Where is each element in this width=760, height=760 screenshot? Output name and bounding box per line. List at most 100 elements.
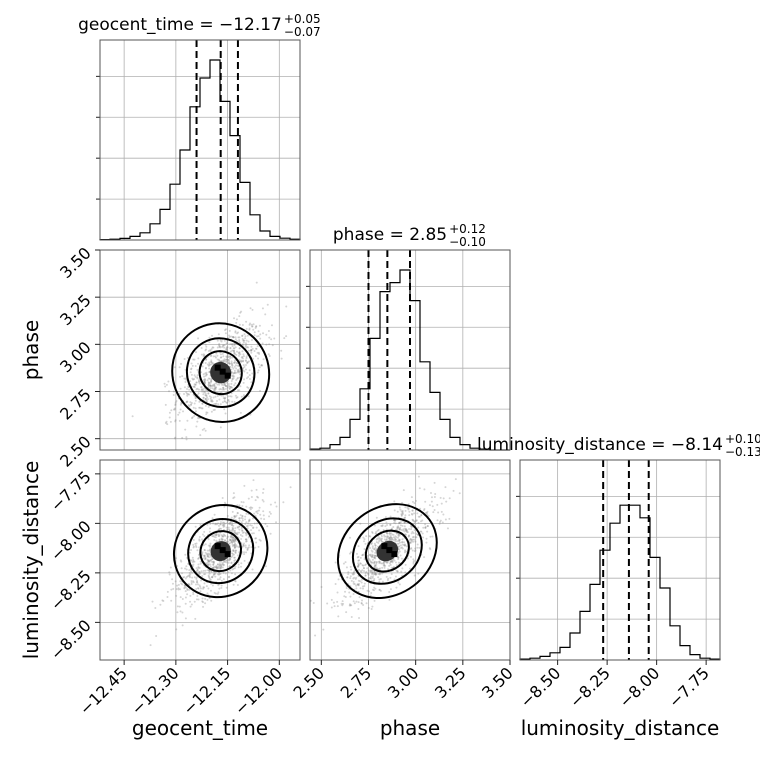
sample-point [208,548,211,551]
sample-point [374,557,377,560]
sample-point [237,554,240,557]
sample-point [199,590,202,593]
sample-point [228,565,231,568]
sample-point [255,488,258,491]
sample-point [245,377,248,380]
sample-point [398,539,401,542]
sample-point [411,509,414,512]
sample-point [411,536,414,539]
sample-point [164,385,167,388]
sample-point [244,345,247,348]
sample-point [211,385,214,388]
sample-point [207,559,210,562]
density-contour-2 [351,517,423,585]
sample-point [189,594,192,597]
sample-point [377,528,380,531]
sample-point [385,561,388,564]
sample-point [399,508,402,511]
sample-point [418,546,421,549]
sample-point [355,584,358,587]
sample-point [258,324,261,327]
sample-point [210,347,213,350]
sample-point [262,488,265,491]
sample-point [210,354,213,357]
sample-point [403,543,406,546]
sample-point [242,501,245,504]
sample-point [259,539,262,542]
sample-point [334,561,337,564]
sample-point [227,383,230,386]
sample-point [164,421,167,424]
sample-point [320,586,323,589]
sample-point [404,516,407,519]
sample-point [229,347,232,350]
sample-point [238,352,241,355]
sample-point [414,549,417,552]
sample-point [251,325,254,328]
sample-point [219,387,222,390]
sample-point [361,569,364,572]
sample-point [228,336,231,339]
sample-point [238,525,241,528]
sample-point [334,583,337,586]
sample-point [254,537,257,540]
sample-point [201,600,204,603]
sample-point [234,331,237,334]
sample-point [217,566,220,569]
sample-point [197,598,200,601]
sample-point [391,561,394,564]
sample-point [392,566,395,569]
sample-point [378,560,381,563]
sample-point [217,333,220,336]
sample-point [241,343,244,346]
sample-point [220,356,223,359]
sample-point [408,534,411,537]
sample-point [210,599,213,602]
sample-point [444,486,447,489]
sample-point [396,526,399,529]
sample-point [225,385,228,388]
sample-point [208,363,211,366]
sample-point [375,530,378,533]
sample-point [401,538,404,541]
sample-point [347,573,350,576]
sample-point [250,529,253,532]
sample-point [190,403,193,406]
sample-point [383,563,386,566]
sample-point [367,572,370,575]
sample-point [209,350,212,353]
sample-point [390,559,393,562]
sample-point [404,550,407,553]
sample-point [218,388,221,391]
sample-point [217,567,220,570]
sample-point [265,343,268,346]
sample-point [192,593,195,596]
sample-point [225,358,228,361]
sample-point [357,582,360,585]
sample-point [176,584,179,587]
sample-point [194,583,197,586]
sample-point [231,545,234,548]
sample-point [252,479,255,482]
sample-point [190,368,193,371]
sample-point [240,356,243,359]
sample-point [428,547,431,550]
sample-point [390,532,393,535]
sample-point [362,564,365,567]
sample-point [262,332,265,335]
sample-point [262,500,265,503]
sample-point [402,529,405,532]
sample-point [213,533,216,536]
sample-point [270,338,273,341]
sample-point [254,355,257,358]
sample-point [249,506,252,509]
sample-point [220,566,223,569]
sample-point [374,532,377,535]
sample-point [166,423,169,426]
sample-point [227,526,230,529]
sample-point [206,569,209,572]
sample-point [232,349,235,352]
sample-point [361,554,364,557]
sample-point [348,552,351,555]
sample-point [413,538,416,541]
